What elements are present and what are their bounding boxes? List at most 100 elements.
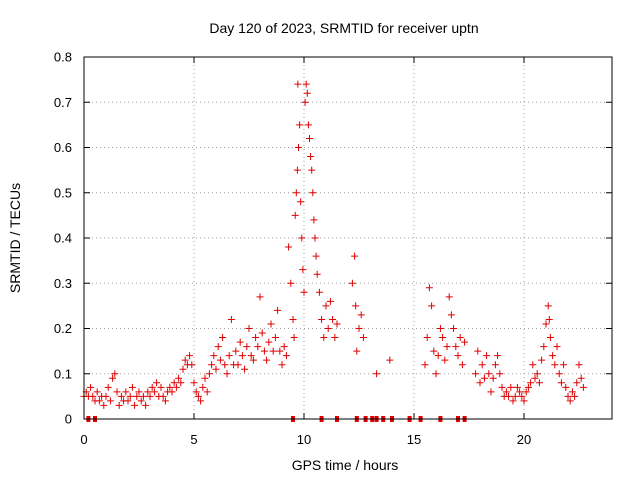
data-point	[137, 397, 145, 405]
data-point	[538, 356, 546, 364]
data-point	[146, 392, 154, 400]
data-point	[553, 343, 561, 351]
data-point	[333, 320, 341, 328]
data-point	[320, 334, 328, 342]
data-point	[434, 352, 442, 360]
data-point	[301, 98, 309, 106]
data-point	[135, 388, 143, 396]
data-point	[450, 325, 458, 332]
data-point	[516, 388, 524, 396]
x-axis-label: GPS time / hours	[292, 457, 399, 473]
data-point	[436, 325, 444, 332]
x-tick-label: 20	[517, 432, 531, 447]
data-point	[302, 80, 310, 88]
data-point	[128, 383, 136, 391]
data-point	[282, 352, 290, 360]
data-point	[260, 347, 268, 355]
data-point	[445, 293, 453, 301]
data-point	[181, 356, 189, 364]
data-point	[458, 361, 466, 369]
data-point	[579, 383, 587, 391]
y-tick-label: 0.3	[54, 276, 72, 291]
data-point	[311, 234, 319, 242]
data-point	[480, 374, 488, 382]
data-point	[428, 302, 436, 310]
data-point	[295, 144, 302, 151]
data-point	[254, 343, 262, 351]
data-point	[179, 365, 187, 373]
data-point	[549, 352, 557, 360]
data-point	[441, 356, 449, 364]
data-point	[524, 383, 532, 391]
data-point	[89, 392, 97, 400]
data-point	[353, 347, 361, 355]
data-point	[308, 166, 316, 174]
data-points	[80, 80, 587, 422]
data-point	[472, 370, 480, 378]
data-point	[518, 392, 526, 400]
data-point	[560, 361, 568, 369]
data-point	[291, 211, 299, 219]
data-point	[271, 334, 279, 342]
data-point	[214, 343, 222, 351]
data-point	[544, 302, 552, 310]
data-point	[245, 325, 253, 332]
data-point	[234, 361, 242, 369]
y-tick-label: 0.8	[54, 50, 72, 65]
data-point	[122, 388, 130, 396]
y-axis-label: SRMTID / TECUs	[7, 183, 23, 293]
data-point	[299, 266, 307, 274]
data-point	[298, 234, 306, 242]
data-point	[267, 320, 275, 328]
data-point	[287, 279, 295, 287]
data-point	[351, 252, 359, 260]
data-point	[454, 352, 462, 360]
data-point	[153, 379, 161, 387]
data-point	[102, 392, 110, 400]
data-point	[241, 365, 249, 373]
data-point	[172, 383, 180, 391]
data-point	[304, 121, 312, 129]
data-point	[522, 388, 530, 396]
data-point	[425, 284, 433, 292]
data-point	[219, 334, 227, 342]
data-point	[494, 352, 502, 360]
data-point	[186, 352, 194, 360]
data-point	[111, 370, 119, 378]
data-point	[205, 370, 213, 378]
data-point	[511, 392, 519, 400]
data-point	[505, 392, 513, 400]
data-point	[546, 334, 554, 342]
data-point	[507, 383, 515, 391]
data-point	[197, 397, 205, 405]
data-point	[150, 388, 158, 396]
data-point	[421, 361, 429, 369]
data-point	[557, 379, 565, 387]
data-point	[188, 361, 196, 369]
data-point	[303, 89, 311, 97]
data-point	[331, 334, 339, 342]
data-point	[310, 216, 318, 224]
data-point	[227, 315, 235, 323]
data-point	[564, 392, 572, 400]
data-point	[274, 306, 282, 314]
data-point	[456, 334, 464, 342]
data-point	[139, 392, 147, 400]
data-point	[263, 356, 271, 364]
x-tick-label: 10	[297, 432, 311, 447]
data-point	[432, 370, 440, 378]
data-point	[100, 401, 108, 409]
axes: 0 0.1 0.2 0.3 0.4 0.5 0.6 0.7 0.8 0 5 10 15 20	[54, 50, 612, 447]
data-point	[208, 361, 216, 369]
data-point	[502, 388, 510, 396]
data-point	[496, 370, 504, 378]
data-point	[236, 338, 244, 346]
data-point	[104, 383, 112, 391]
data-point	[216, 356, 224, 364]
data-point	[247, 352, 255, 360]
data-point	[315, 288, 323, 296]
data-point	[252, 334, 260, 342]
y-tick-label: 0.7	[54, 95, 72, 110]
data-point	[491, 361, 499, 369]
